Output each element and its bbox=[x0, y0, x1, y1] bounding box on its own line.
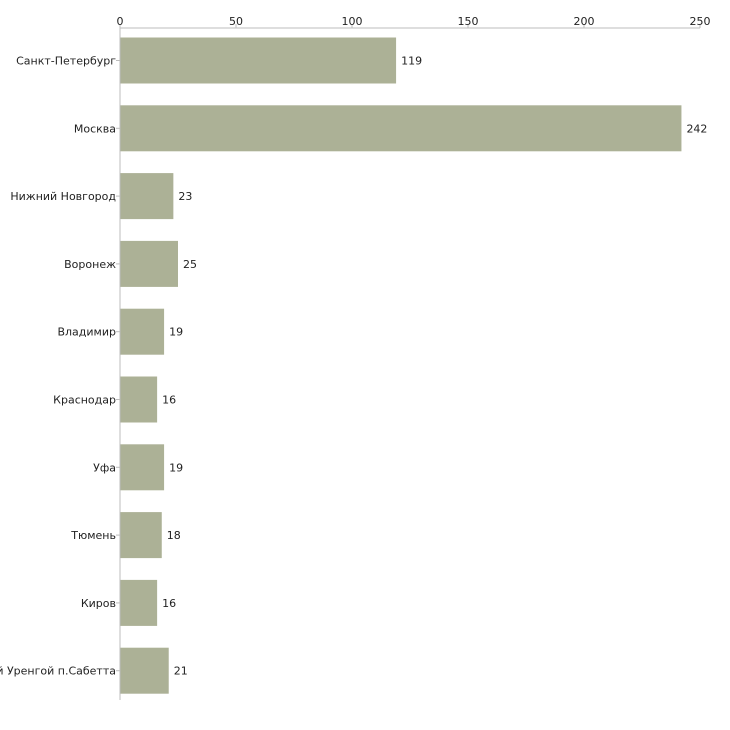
bar bbox=[120, 647, 169, 694]
x-tick-label: 250 bbox=[690, 15, 711, 28]
data-label: 25 bbox=[183, 258, 197, 271]
bar bbox=[120, 376, 158, 423]
category-label: Москва bbox=[74, 122, 116, 135]
bar bbox=[120, 579, 158, 626]
bars: 119 242 23 25 19 16 19 18 16 21 bbox=[120, 37, 707, 694]
x-tick-label: 0 bbox=[117, 15, 124, 28]
bar bbox=[120, 308, 165, 355]
category-label: Санкт-Петербург bbox=[16, 55, 116, 68]
category-label: Новый Уренгой п.Сабетта bbox=[0, 665, 116, 678]
data-label: 19 bbox=[169, 326, 183, 339]
category-label: Краснодар bbox=[53, 394, 116, 407]
category-label: Тюмень bbox=[70, 529, 116, 542]
category-label: Нижний Новгород bbox=[10, 190, 116, 203]
data-label: 16 bbox=[162, 597, 176, 610]
x-tick-label: 50 bbox=[229, 15, 243, 28]
bar bbox=[120, 444, 165, 491]
bar bbox=[120, 105, 682, 152]
x-axis: 0 50 100 150 200 250 bbox=[117, 15, 711, 29]
data-label: 119 bbox=[401, 55, 422, 68]
x-tick-label: 200 bbox=[574, 15, 595, 28]
x-tick-label: 100 bbox=[342, 15, 363, 28]
data-label: 16 bbox=[162, 394, 176, 407]
data-label: 18 bbox=[167, 529, 181, 542]
category-label: Киров bbox=[81, 597, 116, 610]
bar bbox=[120, 240, 178, 287]
x-tick-label: 150 bbox=[458, 15, 479, 28]
y-axis: Санкт-Петербург Москва Нижний Новгород Воро… bbox=[0, 28, 121, 700]
category-label: Владимир bbox=[57, 326, 116, 339]
data-label: 23 bbox=[178, 190, 192, 203]
data-label: 242 bbox=[686, 122, 707, 135]
data-label: 19 bbox=[169, 461, 183, 474]
category-label: Уфа bbox=[93, 461, 116, 474]
bar bbox=[120, 512, 162, 559]
data-label: 21 bbox=[174, 665, 188, 678]
bar bbox=[120, 173, 174, 220]
category-label: Воронеж bbox=[64, 258, 116, 271]
bar bbox=[120, 37, 397, 84]
